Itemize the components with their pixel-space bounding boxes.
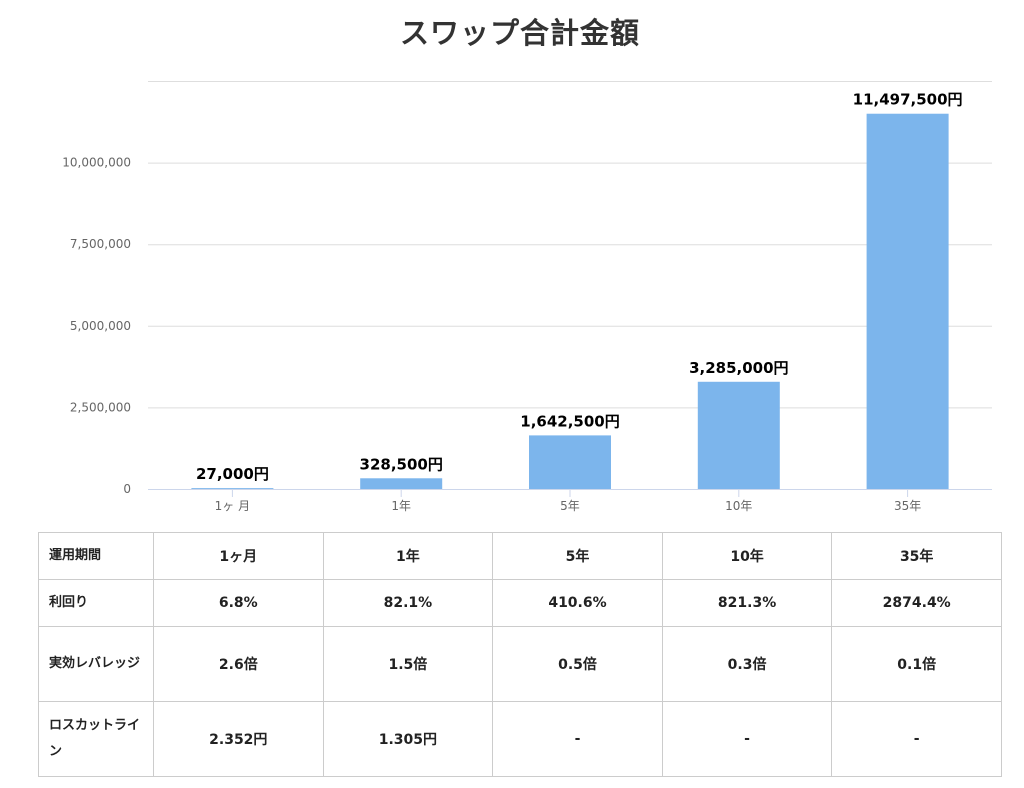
table-row: 利回り 6.8% 82.1% 410.6% 821.3% 2874.4% [38,579,1002,627]
bar [191,488,274,489]
table-cell: 410.6% [492,579,663,627]
data-label: 11,497,500円 [853,91,963,109]
table-cell: - [661,701,833,777]
x-tick-label: 35年 [894,499,921,513]
y-tick-label: 2,500,000 [70,400,131,414]
data-label: 1,642,500円 [520,412,619,430]
data-label: 3,285,000円 [689,359,788,377]
table-cell: - [831,701,1002,777]
table-cell: 0.3倍 [661,626,833,702]
summary-table: 運用期間 1ヶ月 1年 5年 10年 35年 利回り 6.8% 82.1% 41… [38,532,1002,777]
table-header-cell: 運用期間 [38,532,154,580]
table-cell: 0.1倍 [831,626,1002,702]
y-tick-label: 5,000,000 [70,319,131,333]
row-label: ロスカットライン [38,701,154,777]
bar [360,478,443,489]
row-label: 利回り [38,579,154,627]
bar [866,113,949,489]
bar [697,381,780,489]
chart-title: スワップ合計金額 [399,16,640,50]
row-label: 実効レバレッジ [38,626,154,702]
table-cell: 821.3% [661,579,833,627]
table-header-cell: 35年 [831,532,1002,580]
table-cell: 2874.4% [831,579,1002,627]
x-tick-label: 1ヶ 月 [215,499,250,513]
data-label: 27,000円 [196,465,269,483]
table-row: 実効レバレッジ 2.6倍 1.5倍 0.5倍 0.3倍 0.1倍 [38,626,1002,702]
table-cell: 0.5倍 [492,626,663,702]
y-tick-label: 7,500,000 [70,237,131,251]
table-cell: 1.305円 [322,701,494,777]
table-cell: 2.6倍 [153,626,324,702]
table-header-row: 運用期間 1ヶ月 1年 5年 10年 35年 [38,532,1002,580]
x-tick-label: 10年 [725,499,752,513]
table-cell: 2.352円 [153,701,324,777]
table-cell: 82.1% [322,579,494,627]
x-tick-label: 1年 [391,499,411,513]
table-cell: - [492,701,663,777]
table-cell: 6.8% [153,579,324,627]
y-tick-label: 0 [123,482,131,496]
bar [529,435,611,489]
table-header-cell: 1ヶ月 [153,532,324,580]
table-header-cell: 10年 [661,532,833,580]
x-tick-label: 5年 [560,499,580,513]
table-header-cell: 5年 [492,532,663,580]
table-cell: 1.5倍 [322,626,494,702]
table-header-cell: 1年 [322,532,494,580]
data-label: 328,500円 [360,455,443,473]
bar-chart: 0 2,500,000 5,000,000 7,500,000 10,000,000 1ヶ… [62,81,992,513]
table-row: ロスカットライン 2.352円 1.305円 - - - [38,701,1002,777]
y-tick-label: 10,000,000 [62,156,131,170]
